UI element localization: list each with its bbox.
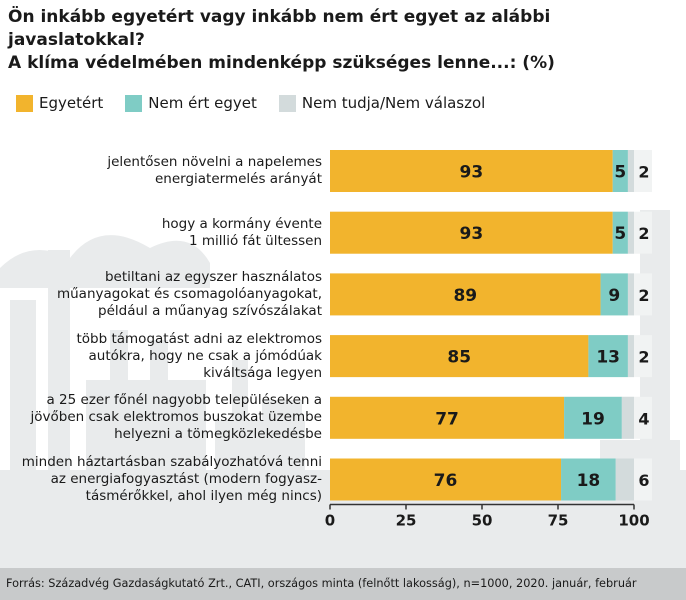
legend-swatch-nem-tudja	[278, 94, 296, 112]
bar-segment-4-2	[621, 396, 634, 439]
bar-segment-2-1	[600, 273, 628, 316]
category-label-2: betiltani az egyszer használatos műanyag…	[56, 268, 322, 319]
x-tick-label-1: 25	[396, 512, 417, 530]
x-tick-label-0: 0	[325, 512, 335, 530]
data-label-1-0: 93	[460, 224, 484, 244]
legend-item-nem-tudja: Nem tudja/Nem válaszol	[278, 94, 486, 112]
data-label-4-0: 77	[435, 409, 459, 429]
bar-segment-4-0	[330, 396, 565, 439]
category-label-4: a 25 ezer főnél nagyobb településeken a …	[30, 392, 322, 443]
category-label-1: hogy a kormány évente 1 millió fát ültes…	[161, 215, 322, 249]
data-label-0-0: 93	[460, 163, 484, 183]
chart-title: Ön inkább egyetért vagy inkább nem ért e…	[8, 6, 684, 75]
bar-segment-5-0	[330, 458, 562, 501]
x-tick-label-4: 100	[618, 512, 649, 530]
bar-segment-2-0	[330, 273, 601, 316]
data-label-3-2: 2	[638, 348, 649, 367]
category-label-0: jelentősen növelni a napelemes energiate…	[107, 154, 322, 187]
data-label-2-0: 89	[453, 286, 477, 306]
x-tick-label-2: 50	[472, 512, 493, 530]
data-label-5-1: 18	[577, 471, 601, 491]
data-label-3-1: 13	[596, 348, 620, 368]
source-footer: Forrás: Századvég Gazdaságkutató Zrt., C…	[0, 568, 686, 600]
chart-title-line-2: A klíma védelmében mindenképp szükséges …	[8, 53, 555, 73]
bar-segment-1-1	[612, 211, 628, 254]
bar-segment-0-2	[627, 150, 634, 192]
bar-segment-1-2	[627, 211, 634, 254]
data-label-0-2: 2	[638, 163, 649, 182]
data-label-1-1: 5	[614, 224, 626, 244]
data-label-2-2: 2	[638, 286, 649, 305]
category-label-5: minden háztartásban szabályozhatóvá tenn…	[21, 454, 322, 504]
category-label-3: több támogatást adni az elektromos autók…	[76, 330, 322, 381]
data-label-0-1: 5	[614, 163, 626, 183]
data-label-4-2: 4	[638, 409, 649, 428]
bar-segment-5-1	[561, 458, 616, 501]
bar-segment-0-1	[612, 150, 628, 192]
stacked-bar-chart: 93 5 293 5 289 9 285 13 277 19 476 18 60 25 50 75 100	[325, 150, 652, 530]
bar-segment-4-1	[564, 396, 622, 439]
chart-title-line-1: Ön inkább egyetért vagy inkább nem ért e…	[8, 7, 551, 50]
bar-segment-3-1	[588, 335, 628, 378]
legend-label-egyetert: Egyetért	[39, 94, 104, 112]
legend-label-nem-tudja: Nem tudja/Nem válaszol	[301, 94, 486, 112]
legend-item-egyetert: Egyetért	[16, 94, 103, 112]
data-label-2-1: 9	[608, 286, 620, 306]
bar-segment-3-0	[330, 335, 589, 378]
bar-segment-3-2	[627, 335, 634, 378]
bar-segment-0-0	[330, 150, 613, 192]
bar-segment-1-0	[330, 211, 613, 254]
bar-segment-2-2	[627, 273, 634, 316]
legend-swatch-nem-ert-egyet	[125, 94, 143, 112]
x-tick-label-3: 75	[548, 512, 569, 530]
legend-label-nem-ert-egyet: Nem ért egyet	[148, 94, 257, 112]
data-label-5-2: 6	[638, 471, 649, 490]
data-label-1-2: 2	[638, 224, 649, 243]
legend-swatch-egyetert	[16, 94, 33, 112]
chart-legend: Egyetért Nem ért egyet Nem tudja/Nem vál…	[16, 92, 507, 114]
legend-item-nem-ert-egyet: Nem ért egyet	[125, 94, 257, 112]
data-label-3-0: 85	[447, 348, 471, 368]
source-text: Forrás: Századvég Gazdaságkutató Zrt., C…	[6, 577, 637, 590]
data-label-5-0: 76	[434, 471, 458, 491]
bar-segment-5-2	[615, 458, 634, 501]
data-label-4-1: 19	[581, 409, 605, 429]
